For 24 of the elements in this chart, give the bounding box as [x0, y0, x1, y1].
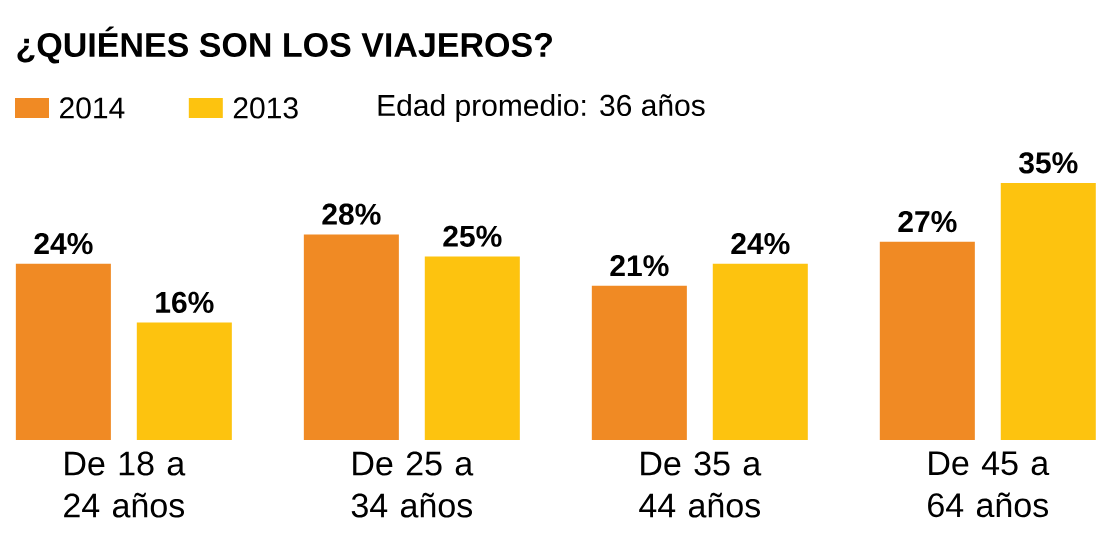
bar: [879, 241, 975, 440]
data-label: 35%: [1018, 152, 1078, 174]
bar: [303, 234, 399, 440]
chart-title: ¿QUIÉNES SON LOS VIAJEROS?: [17, 26, 552, 64]
bar: [424, 256, 520, 440]
data-label: 21%: [610, 255, 669, 277]
data-label: 28%: [322, 203, 381, 225]
text: Edad promedio: 36 años: [378, 94, 705, 122]
bar: [15, 263, 111, 440]
bar: [136, 322, 232, 440]
data-label: 27%: [898, 211, 957, 233]
x-tick-label: De 18 a 24 años: [64, 451, 186, 518]
bar: [712, 263, 808, 440]
x-tick-label: De 45 a 64 años: [928, 451, 1050, 518]
data-label: 24%: [34, 233, 93, 255]
bar: [1000, 182, 1096, 440]
legend-label: 2013: [233, 97, 298, 119]
data-label: 25%: [443, 225, 502, 247]
data-label: 16%: [156, 291, 214, 313]
data-label: 24%: [731, 233, 790, 255]
x-tick-label: De 35 a 44 años: [639, 451, 762, 518]
bar: [591, 285, 687, 440]
legend-label: 2014: [60, 97, 125, 119]
x-tick-label: De 25 a 34 años: [351, 451, 474, 518]
